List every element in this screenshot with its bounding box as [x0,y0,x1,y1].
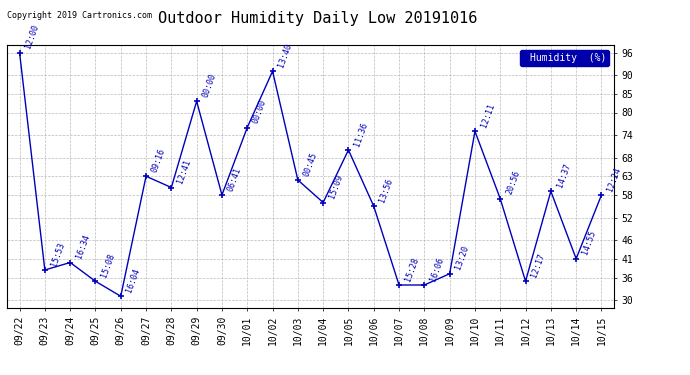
Text: 16:06: 16:06 [428,256,446,282]
Text: 06:41: 06:41 [226,166,243,192]
Text: 00:00: 00:00 [201,72,218,99]
Text: 15:28: 15:28 [403,256,420,282]
Text: 12:00: 12:00 [23,23,41,50]
Text: 12:24: 12:24 [606,166,622,192]
Text: 15:09: 15:09 [327,173,344,200]
Text: Copyright 2019 Cartronics.com: Copyright 2019 Cartronics.com [7,11,152,20]
Text: 09:16: 09:16 [150,147,167,174]
Text: Outdoor Humidity Daily Low 20191016: Outdoor Humidity Daily Low 20191016 [158,11,477,26]
Text: 00:45: 00:45 [302,151,319,177]
Text: 12:11: 12:11 [479,102,496,129]
Text: 13:56: 13:56 [378,177,395,204]
Text: 14:55: 14:55 [580,230,598,256]
Text: 16:04: 16:04 [125,267,142,294]
Text: 16:34: 16:34 [75,233,91,260]
Text: 15:53: 15:53 [49,241,66,267]
Text: 14:37: 14:37 [555,162,572,189]
Text: 11:36: 11:36 [353,121,370,147]
Text: 12:17: 12:17 [530,252,546,279]
Text: 15:08: 15:08 [99,252,117,279]
Legend: Humidity  (%): Humidity (%) [520,50,609,66]
Text: 12:41: 12:41 [175,158,193,185]
Text: 00:00: 00:00 [251,98,268,125]
Text: 13:40: 13:40 [277,42,294,69]
Text: 20:56: 20:56 [504,170,522,196]
Text: 13:20: 13:20 [454,244,471,271]
